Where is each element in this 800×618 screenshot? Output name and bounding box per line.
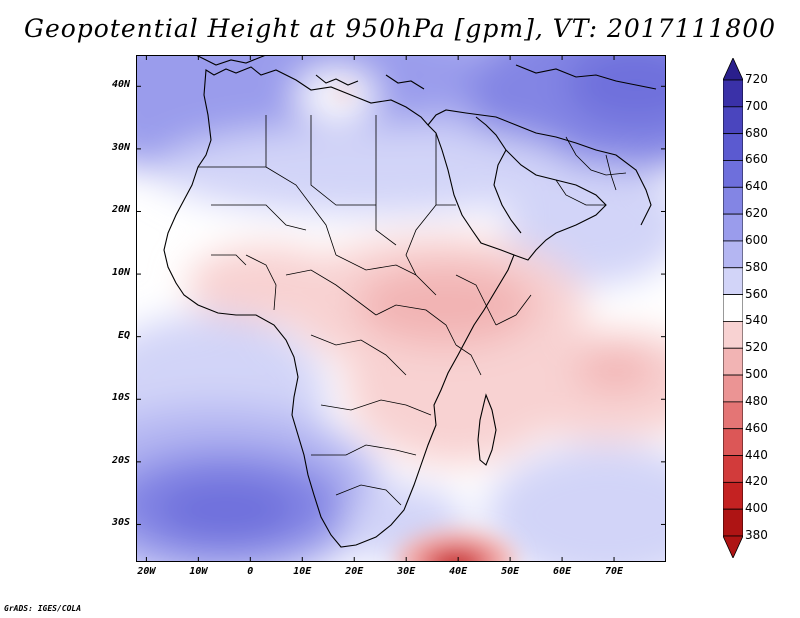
colorbar-bottom-arrow [723,535,743,558]
colorbar-label: 660 [745,152,768,167]
colorbar-cell [723,160,743,188]
colorbar-label: 680 [745,125,768,140]
lon-tick-label: 60E [553,566,572,577]
colorbar-label: 480 [745,393,768,408]
map-panel: 40N 30N 20N 10N EQ 10S 20S 30S 20W 10W 0 10E 20E 30E… [112,55,666,577]
height-field [136,55,666,562]
lon-tick-label: 0 [247,566,254,577]
colorbar-cell [723,455,743,483]
colorbar-label: 720 [745,72,768,86]
lat-tick-label: 20S [111,454,130,466]
lat-tick-label: 30S [111,517,130,529]
colorbar-cell [723,401,743,430]
lon-tick-label: 40E [449,566,468,577]
colorbar-cell [723,133,743,161]
lon-tick-label: 70E [605,566,624,577]
colorbar-cell [723,347,743,376]
colorbar-label: 540 [745,313,768,328]
lat-tick-label: EQ [117,329,130,341]
lon-tick-label: 20W [137,566,156,577]
colorbar-label: 400 [745,501,768,516]
colorbar-cell [723,106,743,135]
colorbar-label: 640 [745,179,768,194]
colorbar-label: 620 [745,206,768,221]
colorbar-cell [723,508,743,537]
colorbar-cell [723,294,743,322]
colorbar [723,58,743,558]
colorbar-label: 460 [745,420,768,435]
colorbar-cell [723,79,743,108]
colorbar-label: 600 [745,232,768,247]
colorbar-cell [723,240,743,269]
credit-text: GrADS: IGES/COLA [4,604,82,613]
colorbar-label: 420 [745,474,768,489]
country-borders [198,115,627,506]
coastlines [163,55,657,548]
low-center [338,88,516,562]
tick-marks [136,55,666,562]
lon-tick-label: 50E [501,566,520,577]
lat-tick-label: 20N [111,204,130,216]
colorbar-cell [723,213,743,242]
colorbar-cell [723,321,743,349]
colorbar-label: 580 [745,259,768,274]
lat-tick-label: 40N [111,79,130,91]
lon-tick-label: 10W [189,566,208,577]
map-frame [136,55,666,562]
colorbar-cell [723,267,743,295]
colorbar-label: 440 [745,447,768,462]
lat-tick-label: 10N [111,267,130,279]
map-title: Geopotential Height at 950hPa [gpm], VT:… [23,14,777,43]
lat-tick-label: 10S [111,392,130,404]
colorbar-label: 700 [745,98,768,113]
geopotential-map [136,55,666,562]
colorbar-label: 520 [745,340,768,355]
colorbar-label: 500 [745,367,768,382]
colorbar-cell [723,374,743,403]
lon-tick-label: 20E [345,566,364,577]
colorbar-cell [723,481,743,510]
colorbar-cell [723,186,743,215]
lat-tick-label: 30N [111,141,130,153]
colorbar-top-arrow [723,58,743,81]
colorbar-label: 380 [745,528,768,542]
colorbar-label: 560 [745,286,768,301]
lon-tick-label: 30E [397,566,416,577]
colorbar-cell [723,428,743,456]
lon-tick-label: 10E [293,566,312,577]
